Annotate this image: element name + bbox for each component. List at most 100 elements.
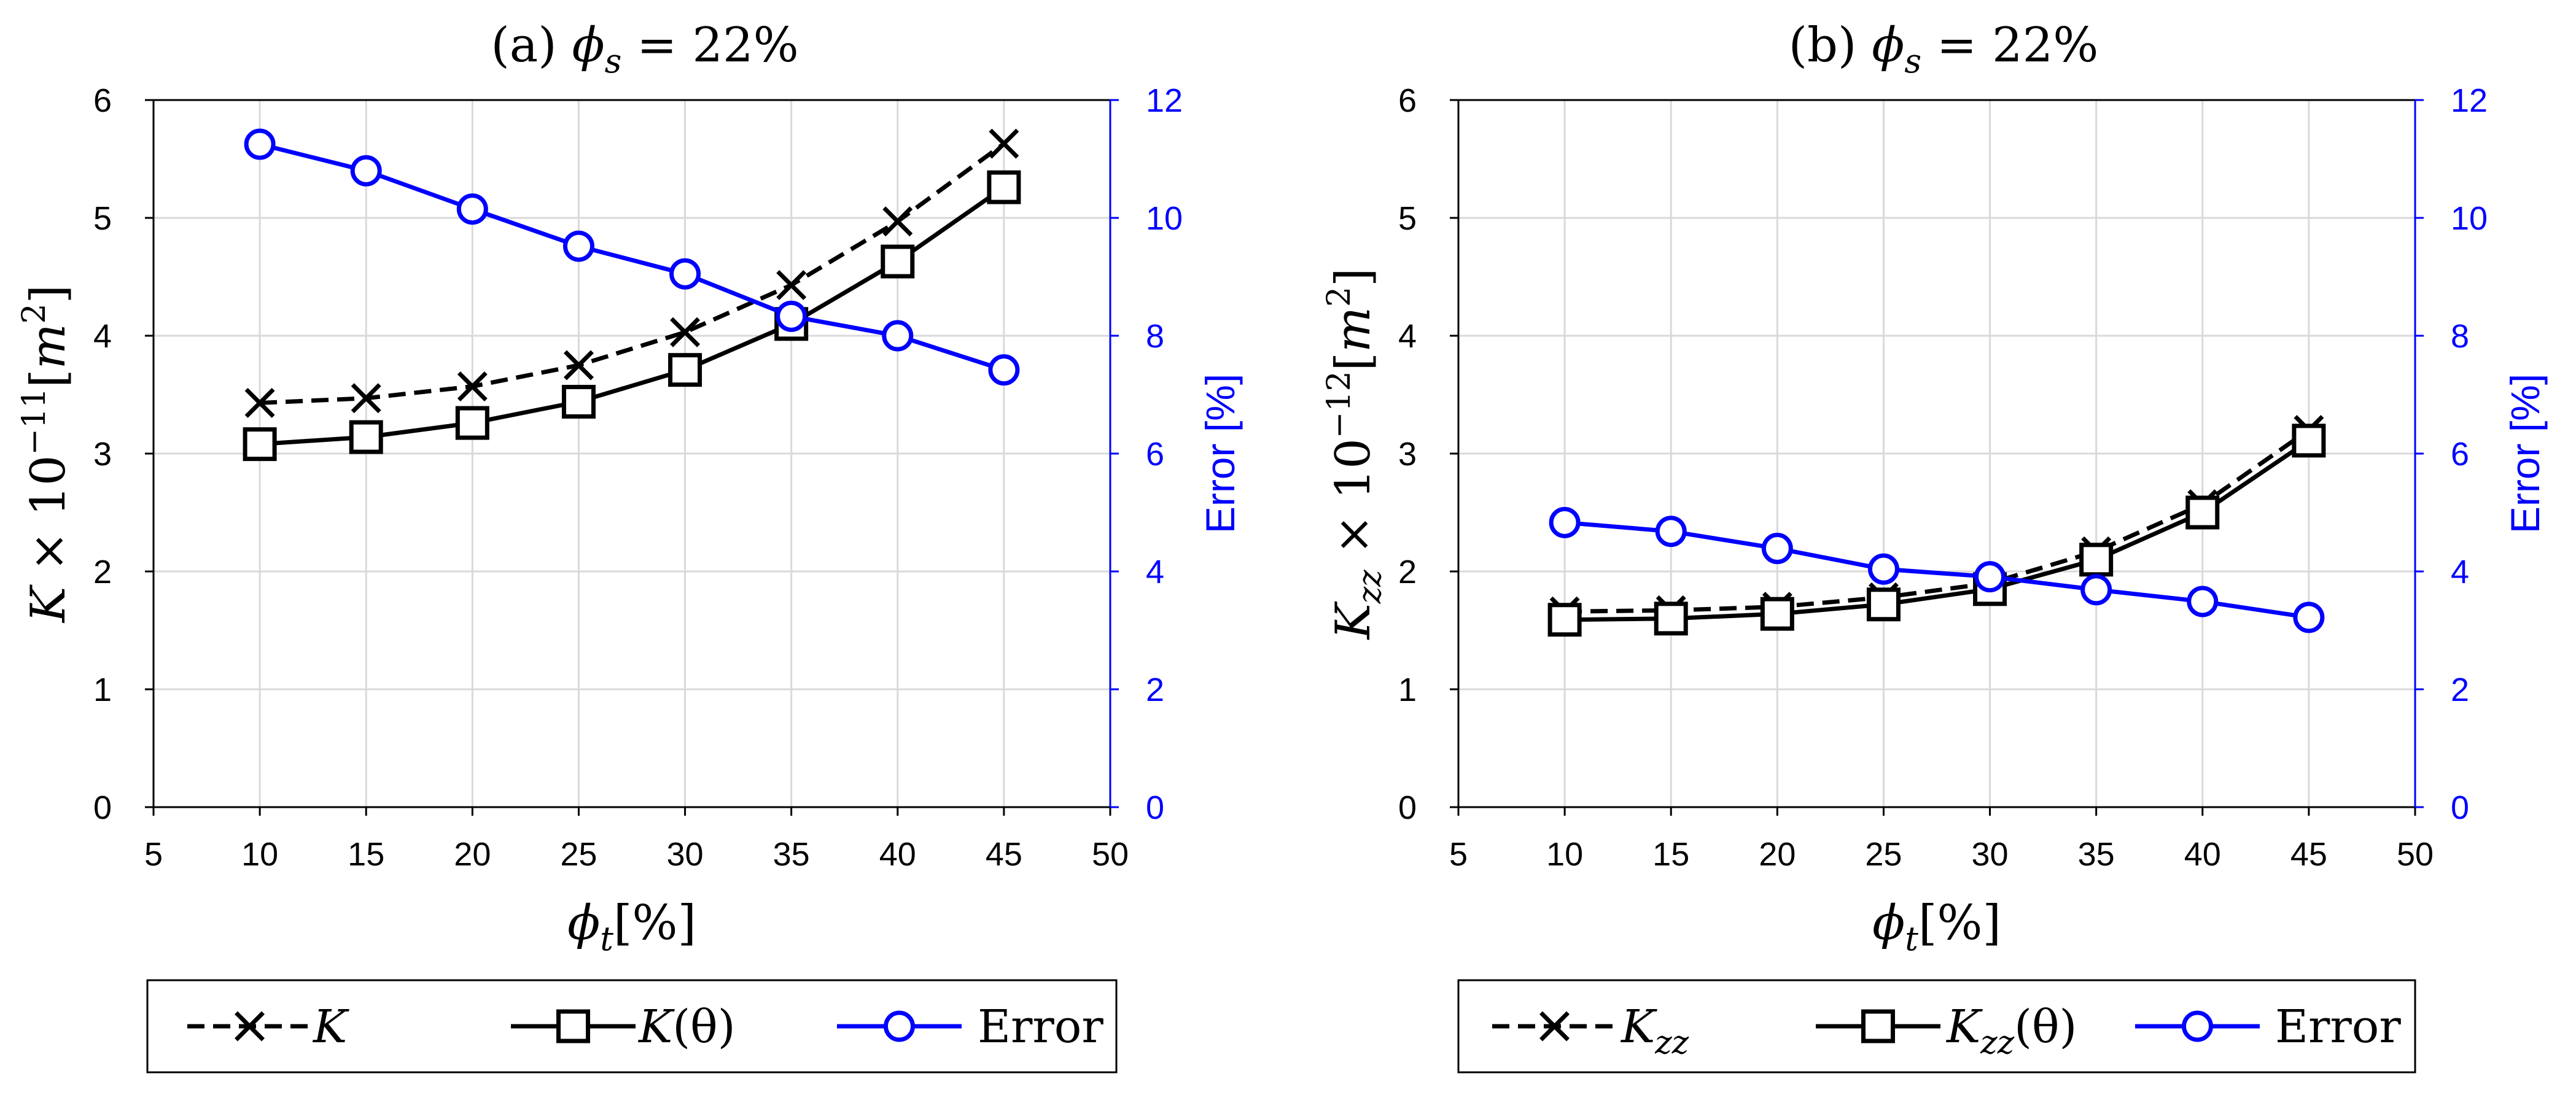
label-unit: m <box>1326 307 1381 352</box>
series-line <box>259 142 1005 373</box>
legend-marker <box>556 1009 590 1043</box>
y2-tick-label: 8 <box>1146 318 1164 355</box>
x-tick-label: 20 <box>454 836 491 873</box>
label-subscript: s <box>605 42 622 80</box>
y2-tick-label: 10 <box>2451 200 2488 237</box>
legend-item-0: Kzz​ <box>1492 1000 1689 1061</box>
series-line <box>259 185 1005 447</box>
label-suffix: (θ) <box>2014 1000 2077 1053</box>
data-point <box>244 128 276 160</box>
label-subscript: t <box>600 919 613 958</box>
x-tick-label: 45 <box>986 836 1022 873</box>
series-line <box>1565 438 2310 622</box>
data-point <box>244 387 275 418</box>
data-point <box>1867 553 1899 585</box>
legend-label: K(θ) <box>637 1000 736 1053</box>
legend-item-1: K(θ) <box>511 1000 736 1053</box>
chart-title: (b) ϕs​ = 22% <box>1789 18 2099 80</box>
data-point <box>669 258 701 290</box>
data-point <box>1654 602 1688 636</box>
data-point <box>882 206 913 237</box>
x-axis-title: ϕt​[%] <box>567 896 696 958</box>
x-tick-label: 25 <box>1865 836 1902 873</box>
data-point <box>670 317 701 347</box>
legend-item-2: Error <box>2135 1000 2401 1053</box>
label-unit-exponent: 2 <box>1321 287 1358 307</box>
x-tick-label: 25 <box>560 836 597 873</box>
y-tick-label: 2 <box>93 554 112 590</box>
x-tick-label: 50 <box>2397 836 2434 873</box>
series-line <box>259 142 1005 405</box>
label-mid: × 10 <box>21 455 76 587</box>
data-point <box>2187 586 2219 617</box>
label-bracket: [ <box>1326 352 1381 371</box>
legend-item-1: Kzz​(θ) <box>1816 1000 2077 1061</box>
label-prefix: (a) <box>491 18 572 73</box>
data-point <box>1547 603 1582 637</box>
data-point <box>2080 574 2112 606</box>
y-tick-label: 2 <box>1398 554 1417 590</box>
y-tick-label: 1 <box>1398 671 1417 708</box>
legend-item-2: Error <box>837 1000 1103 1053</box>
data-point <box>2079 543 2114 577</box>
label-exponent: −11 <box>16 388 53 455</box>
label-subscript: zz <box>1654 1024 1689 1061</box>
data-point <box>562 230 594 262</box>
y-tick-label: 4 <box>1398 318 1417 355</box>
label-symbol: K <box>21 584 76 624</box>
y-tick-label: 3 <box>1398 436 1417 473</box>
data-point <box>668 353 702 387</box>
x-tick-label: 20 <box>1759 836 1796 873</box>
label-suffix: = 22% <box>621 18 798 73</box>
x-tick-label: 10 <box>1546 836 1583 873</box>
label-unit-exponent: 2 <box>16 303 53 323</box>
data-point <box>1761 533 1793 565</box>
label-symbol: ϕ <box>567 896 600 951</box>
y2-tick-label: 0 <box>1146 789 1164 826</box>
x-tick-label: 15 <box>1652 836 1689 873</box>
data-point <box>882 320 914 352</box>
data-point <box>351 383 381 414</box>
y2-tick-label: 8 <box>2451 318 2469 355</box>
legend-marker <box>1539 1011 1570 1042</box>
data-point <box>776 269 807 300</box>
label-exponent: −12 <box>1321 371 1358 438</box>
legend: K K(θ) Error <box>146 979 1118 1074</box>
data-point <box>243 427 277 462</box>
y-axis-title: K × 10−11​[m2​] <box>16 285 76 624</box>
label-symbol: K <box>1620 1000 1657 1053</box>
y2-tick-label: 12 <box>1146 82 1183 119</box>
label-subscript: t <box>1905 919 1918 958</box>
x-tick-label: 35 <box>2078 836 2115 873</box>
data-point <box>2293 602 2325 633</box>
label-unit: m <box>21 323 76 369</box>
label-suffix: = 22% <box>1921 18 2098 73</box>
legend-marker <box>884 1010 915 1042</box>
label-suffix: Error <box>2275 1000 2401 1053</box>
label-subscript: zz <box>1352 570 1388 604</box>
data-point <box>2185 495 2220 530</box>
y2-tick-label: 2 <box>1146 671 1164 708</box>
series-2 <box>244 128 1020 386</box>
label-bracket: ] <box>1326 268 1381 287</box>
x-tick-label: 15 <box>348 836 384 873</box>
data-point <box>1866 587 1901 622</box>
y2-tick-label: 2 <box>2451 671 2469 708</box>
y2-tick-label: 10 <box>1146 200 1183 237</box>
data-point <box>988 354 1020 386</box>
legend-label: Error <box>978 1000 1103 1053</box>
y2-tick-label: 12 <box>2451 82 2488 119</box>
data-point <box>1655 516 1687 548</box>
label-subscript: s <box>1904 42 1921 80</box>
y-tick-label: 1 <box>93 671 112 708</box>
label-suffix: [%] <box>613 896 696 951</box>
series-1 <box>1547 424 2326 637</box>
x-axis-title: ϕt​[%] <box>1872 896 2001 958</box>
x-tick-label: 40 <box>2184 836 2221 873</box>
legend-marker <box>1861 1009 1895 1043</box>
x-tick-label: 50 <box>1092 836 1129 873</box>
chart-title: (a) ϕs​ = 22% <box>491 18 798 80</box>
